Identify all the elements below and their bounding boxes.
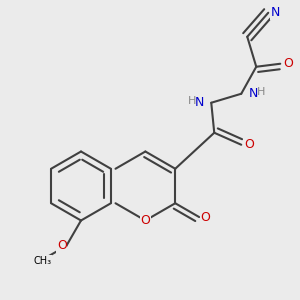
Text: N: N xyxy=(195,96,204,109)
Text: O: O xyxy=(200,211,210,224)
Text: O: O xyxy=(244,138,254,151)
Text: H: H xyxy=(256,87,265,97)
Text: N: N xyxy=(271,6,280,19)
Text: CH₃: CH₃ xyxy=(33,256,52,266)
Text: O: O xyxy=(140,214,150,227)
Text: O: O xyxy=(283,57,293,70)
Text: O: O xyxy=(57,239,67,252)
Text: H: H xyxy=(188,96,196,106)
Text: N: N xyxy=(249,87,258,100)
